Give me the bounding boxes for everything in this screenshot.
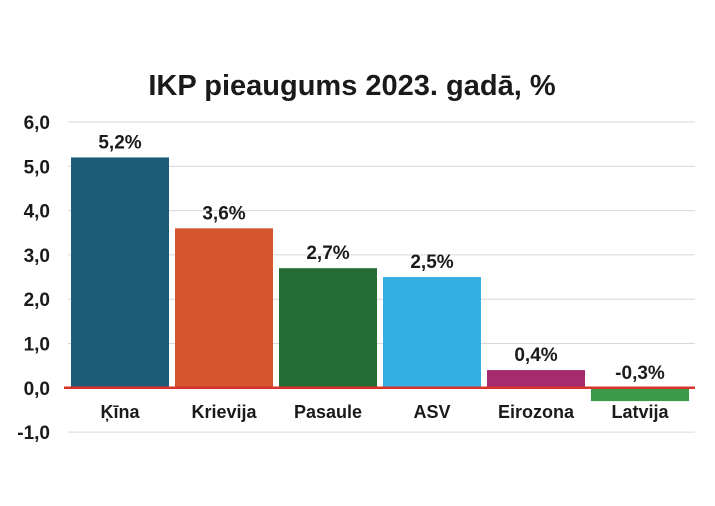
y-tick-label: 4,0 [24,202,50,223]
data-label: 5,2% [98,132,141,153]
y-tick-label: 3,0 [24,246,50,267]
y-tick-label: 5,0 [24,157,50,178]
bars [71,157,689,402]
category-label: Pasaule [294,402,362,422]
bar [279,268,377,388]
bar [383,277,481,388]
y-axis: 6,0 5,0 4,0 3,0 2,0 1,0 0,0 -1,0 [17,113,50,444]
y-tick-label: -1,0 [17,423,50,444]
category-label: ASV [413,402,450,422]
y-tick-label: 6,0 [24,113,50,134]
category-label: Krievija [191,402,257,422]
x-axis: Ķīna Krievija Pasaule ASV Eirozona Latvija [100,402,669,422]
bar [591,387,689,402]
value-labels: 5,2% 3,6% 2,7% 2,5% 0,4% -0,3% [98,132,665,383]
category-label: Latvija [611,402,669,422]
y-tick-label: 1,0 [24,335,50,356]
chart-title: IKP pieaugums 2023. gadā, % [148,70,555,102]
data-label: 2,5% [410,252,453,273]
category-label: Eirozona [498,402,575,422]
data-label: 2,7% [306,243,349,264]
bar [71,157,169,388]
y-tick-label: 0,0 [24,379,50,400]
bar [487,370,585,388]
data-label: 0,4% [514,345,557,366]
bar [175,228,273,388]
data-label: -0,3% [615,363,665,384]
category-label: Ķīna [100,402,140,422]
y-tick-label: 2,0 [24,290,50,311]
data-label: 3,6% [202,203,245,224]
